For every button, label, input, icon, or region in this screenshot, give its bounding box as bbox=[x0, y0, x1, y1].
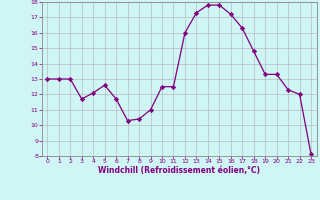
X-axis label: Windchill (Refroidissement éolien,°C): Windchill (Refroidissement éolien,°C) bbox=[98, 166, 260, 175]
